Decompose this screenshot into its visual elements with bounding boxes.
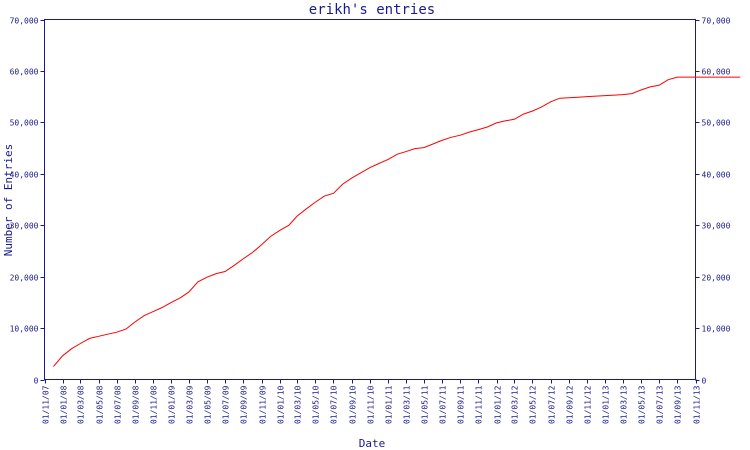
- y-tick-label-right: 10,000: [702, 325, 731, 334]
- x-tick-label: 01/01/11: [385, 385, 394, 424]
- x-tick-label: 01/07/10: [330, 385, 339, 424]
- x-tick-label: 01/09/10: [349, 385, 358, 424]
- y-axis-label: Number of Entries: [2, 144, 15, 257]
- x-tick-label: 01/03/12: [511, 385, 520, 424]
- x-tick-label: 01/05/10: [312, 385, 321, 424]
- y-tick-label-left: 60,000: [10, 68, 39, 77]
- x-tick-label: 01/09/13: [674, 385, 683, 424]
- x-tick-label: 01/05/08: [96, 385, 105, 424]
- x-tick-label: 01/05/11: [421, 385, 430, 424]
- x-tick-label: 01/05/09: [204, 385, 213, 424]
- x-tick-label: 01/05/13: [638, 385, 647, 424]
- y-tick-label-right: 50,000: [702, 119, 731, 128]
- x-tick-label: 01/01/10: [277, 385, 286, 424]
- x-tick-label: 01/09/11: [457, 385, 466, 424]
- y-tick-label-left: 20,000: [10, 274, 39, 283]
- x-tick-label: 01/01/08: [60, 385, 69, 424]
- x-tick-label: 01/11/11: [475, 385, 484, 424]
- plot-frame: [44, 19, 696, 380]
- series-line: [53, 76, 741, 367]
- y-tick-label-left: 30,000: [10, 222, 39, 231]
- x-tick-label: 01/07/13: [656, 385, 665, 424]
- x-tick-label: 01/11/08: [150, 385, 159, 424]
- y-tick-label-right: 20,000: [702, 274, 731, 283]
- x-tick-label: 01/01/09: [168, 385, 177, 424]
- y-tick-label-left: 70,000: [10, 17, 39, 26]
- y-tick-label-left: 50,000: [10, 119, 39, 128]
- x-tick-label: 01/09/09: [240, 385, 249, 424]
- x-tick-label: 01/01/12: [494, 385, 503, 424]
- y-tick-label-right: 40,000: [702, 171, 731, 180]
- x-tick-label: 01/11/12: [584, 385, 593, 424]
- chart-title: erikh's entries: [309, 2, 435, 18]
- x-tick-label: 01/11/09: [259, 385, 268, 424]
- x-tick-label: 01/03/11: [403, 385, 412, 424]
- y-tick-label-right: 0: [702, 377, 707, 386]
- x-tick-label: 01/03/09: [186, 385, 195, 424]
- x-tick-label: 01/01/13: [602, 385, 611, 424]
- y-tick-label-left: 0: [34, 377, 39, 386]
- x-tick-label: 01/07/09: [222, 385, 231, 424]
- y-tick-label-left: 40,000: [10, 171, 39, 180]
- x-tick-label: 01/07/11: [439, 385, 448, 424]
- x-tick-label: 01/09/12: [566, 385, 575, 424]
- x-tick-label: 01/11/10: [367, 385, 376, 424]
- series-group: [53, 76, 741, 367]
- x-tick-label: 01/03/08: [77, 385, 86, 424]
- y-axis-left: 0 10,000 20,000 30,000 40,000 50,000 60,000 70,…: [10, 17, 45, 386]
- x-tick-label: 01/07/12: [548, 385, 557, 424]
- y-tick-label-right: 60,000: [702, 68, 731, 77]
- x-tick-label: 01/03/10: [294, 385, 303, 424]
- x-tick-label: 01/07/08: [114, 385, 123, 424]
- x-tick-label: 01/09/08: [132, 385, 141, 424]
- x-tick-label: 01/03/13: [620, 385, 629, 424]
- y-tick-label-right: 30,000: [702, 222, 731, 231]
- x-axis: 01/11/07 01/01/08 01/03/08 01/05/08 01/07/08…: [42, 379, 702, 424]
- x-tick-label: 01/11/13: [693, 385, 702, 424]
- y-axis-right: 0 10,000 20,000 30,000 40,000 50,000 60,000 70,…: [695, 17, 731, 386]
- y-tick-label-left: 10,000: [10, 325, 39, 334]
- x-tick-label: 01/11/07: [42, 385, 51, 424]
- x-axis-label: Date: [359, 437, 386, 450]
- y-tick-label-right: 70,000: [702, 17, 731, 26]
- x-tick-label: 01/05/12: [529, 385, 538, 424]
